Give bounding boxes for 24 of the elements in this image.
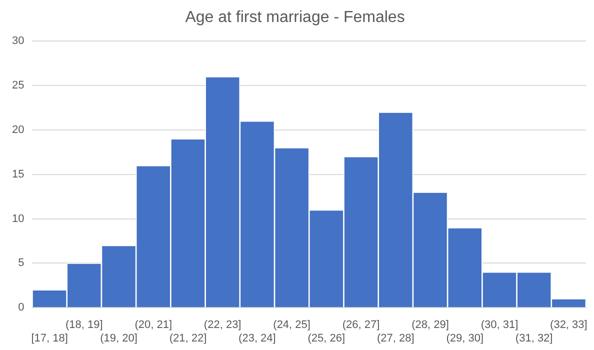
x-tick-label: (31, 32]	[515, 332, 553, 344]
y-tick-label: 30	[12, 35, 24, 48]
x-tick-label: (27, 28]	[376, 332, 414, 344]
y-tick-label: 5	[18, 257, 24, 270]
y-tick-label: 20	[12, 124, 24, 136]
x-tick-label: (18, 19]	[65, 319, 103, 332]
x-tick-label: (22, 23]	[204, 319, 242, 332]
x-tick-label: (24, 25]	[273, 319, 310, 332]
y-tick-label: 25	[12, 80, 24, 92]
x-tick-label: [17, 18]	[31, 332, 68, 344]
x-tick-label: (20, 21]	[134, 319, 172, 332]
y-tick-label: 15	[12, 168, 24, 180]
x-tick-label: (21, 22]	[169, 332, 207, 344]
x-tick-label: (23, 24]	[238, 332, 276, 344]
x-tick-label: (25, 26]	[308, 332, 346, 344]
y-tick-label: 10	[12, 212, 24, 225]
x-tick-label: (26, 27]	[342, 319, 380, 332]
chart-title: Age at first marriage - Females	[185, 9, 405, 26]
x-tick-label: (28, 29]	[412, 319, 449, 332]
x-tick-label: (30, 31]	[480, 319, 518, 332]
x-tick-label: (29, 30]	[446, 332, 484, 344]
y-tick-label: 0	[18, 302, 24, 314]
x-tick-label: (19, 20]	[100, 332, 138, 344]
x-tick-label: (32, 33]	[550, 319, 588, 332]
